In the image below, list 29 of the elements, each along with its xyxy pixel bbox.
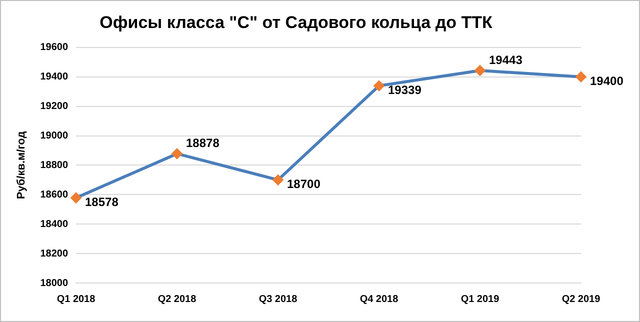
chart-title: Офисы класса "С" от Садового кольца до ТТК [100, 12, 493, 32]
x-tick-label: Q2 2018 [158, 294, 197, 305]
data-label: 19339 [388, 83, 422, 98]
data-label: 19443 [489, 52, 523, 67]
y-axis-title: Руб/кв.м/год [16, 131, 28, 200]
x-tick-label: Q2 2019 [562, 294, 601, 305]
point [374, 80, 385, 92]
data-label: 18578 [85, 195, 119, 210]
data-label: 19400 [590, 74, 624, 88]
y-tick-label: 19600 [40, 42, 68, 54]
data-label: 18878 [186, 136, 220, 150]
x-tick-label: Q1 2019 [460, 294, 500, 305]
point [576, 71, 586, 82]
point [70, 192, 82, 204]
y-tick-label: 18400 [40, 218, 68, 230]
y-tick-label: 18200 [40, 248, 68, 260]
y-tick-label: 18000 [40, 278, 68, 289]
x-tick-label: Q3 2018 [258, 294, 298, 305]
data-label: 18700 [287, 177, 321, 192]
y-tick-label: 19000 [40, 130, 68, 142]
y-tick-label: 19400 [40, 72, 68, 83]
x-tick-label: Q1 2018 [56, 294, 96, 305]
point [272, 174, 284, 186]
y-tick-label: 18600 [40, 189, 68, 200]
x-tick-label: Q4 2018 [360, 294, 399, 305]
point [474, 65, 486, 76]
y-tick-label: 18800 [40, 160, 68, 171]
point [172, 148, 183, 160]
y-tick-label: 19200 [40, 101, 68, 112]
